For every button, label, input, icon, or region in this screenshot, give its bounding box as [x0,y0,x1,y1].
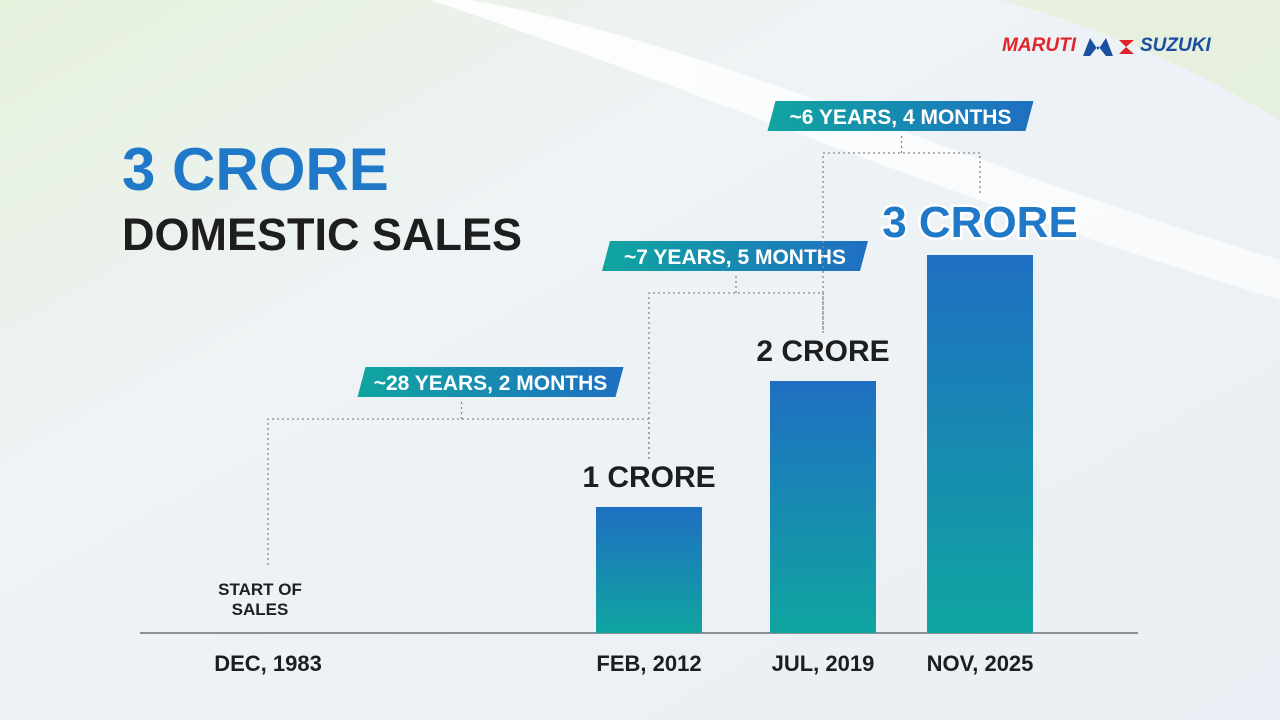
chart-title: 3 CRORE [122,136,389,203]
value-label: 1 CRORE [582,461,715,494]
interval-label: ~28 YEARS, 2 MONTHS [374,372,608,395]
x-tick-label: NOV, 2025 [927,651,1034,676]
x-tick-label: JUL, 2019 [772,651,875,676]
interval-box [357,367,624,397]
interval-label: ~7 YEARS, 5 MONTHS [624,246,846,269]
bar [596,507,702,633]
bar [770,381,876,633]
swoosh [430,0,1280,300]
value-label: 2 CRORE [756,335,889,368]
corner-tint [1000,0,1280,120]
logo-left: MARUTI [1002,35,1077,56]
x-tick-label: DEC, 1983 [214,651,322,676]
interval-box [767,101,1034,131]
value-label: 3 CRORE [882,198,1078,247]
bar [927,255,1033,633]
bracket [822,135,981,333]
x-tick-label: FEB, 2012 [596,651,701,676]
logo-right: SUZUKI [1140,35,1211,56]
chart-subtitle: DOMESTIC SALES [122,209,522,260]
logo-s [1119,40,1134,54]
value-label: START OF SALES [218,580,302,619]
interval-label: ~6 YEARS, 4 MONTHS [790,106,1012,129]
logo-mark [1083,38,1113,56]
interval-box [602,241,868,271]
